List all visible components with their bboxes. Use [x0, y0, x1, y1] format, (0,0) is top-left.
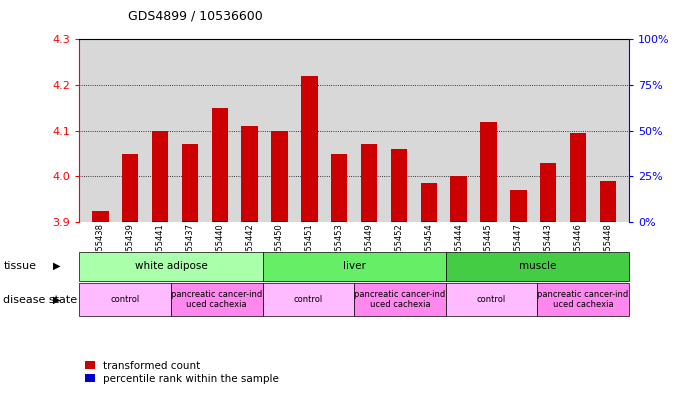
Bar: [422, 221, 436, 222]
Bar: [243, 221, 256, 222]
Bar: [361, 144, 377, 222]
Bar: [570, 133, 586, 222]
Text: disease state: disease state: [3, 295, 77, 305]
Bar: [92, 211, 108, 222]
Text: control: control: [477, 295, 506, 304]
Text: GDS4899 / 10536600: GDS4899 / 10536600: [128, 10, 263, 23]
Text: ▶: ▶: [53, 261, 60, 271]
Bar: [241, 126, 258, 222]
Bar: [600, 181, 616, 222]
Bar: [303, 221, 316, 222]
Bar: [510, 190, 527, 222]
Bar: [122, 154, 138, 222]
Text: tissue: tissue: [3, 261, 37, 271]
Bar: [571, 221, 585, 222]
Bar: [182, 144, 198, 222]
Text: pancreatic cancer-ind
uced cachexia: pancreatic cancer-ind uced cachexia: [171, 290, 263, 309]
Bar: [452, 221, 466, 222]
Bar: [362, 221, 376, 222]
Bar: [272, 221, 287, 222]
Bar: [331, 154, 348, 222]
Bar: [183, 221, 197, 222]
Bar: [211, 108, 228, 222]
Bar: [421, 183, 437, 222]
Bar: [482, 221, 495, 222]
Text: ▶: ▶: [53, 295, 60, 305]
Text: muscle: muscle: [518, 261, 556, 271]
Bar: [213, 221, 227, 222]
Bar: [541, 221, 555, 222]
Text: liver: liver: [343, 261, 366, 271]
Bar: [601, 221, 615, 222]
Bar: [392, 221, 406, 222]
Bar: [301, 76, 318, 222]
Text: control: control: [111, 295, 140, 304]
Bar: [390, 149, 407, 222]
Bar: [272, 131, 287, 222]
Bar: [152, 131, 169, 222]
Text: control: control: [294, 295, 323, 304]
Text: pancreatic cancer-ind
uced cachexia: pancreatic cancer-ind uced cachexia: [354, 290, 446, 309]
Legend: transformed count, percentile rank within the sample: transformed count, percentile rank withi…: [85, 361, 279, 384]
Bar: [511, 221, 525, 222]
Bar: [123, 221, 138, 222]
Text: pancreatic cancer-ind
uced cachexia: pancreatic cancer-ind uced cachexia: [538, 290, 629, 309]
Bar: [480, 121, 497, 222]
Bar: [332, 221, 346, 222]
Bar: [451, 176, 467, 222]
Text: white adipose: white adipose: [135, 261, 207, 271]
Bar: [153, 221, 167, 222]
Bar: [540, 163, 556, 222]
